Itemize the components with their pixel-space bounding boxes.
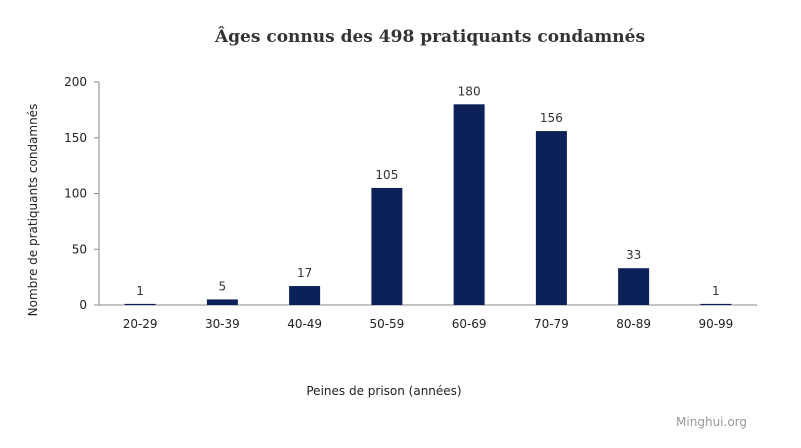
x-axis: 20-29 30-39 40-49 50-59 60-69 70-79 80-89 90-99 (99, 304, 757, 331)
x-tick-label-70-79: 70-79 (534, 317, 569, 331)
watermark-text: Minghui.org (676, 415, 747, 429)
x-tick-label-20-29: 20-29 (123, 317, 158, 331)
y-tick-label: 100 (64, 187, 87, 201)
y-tick-label: 50 (72, 242, 87, 256)
x-axis-label: Peines de prison (années) (306, 384, 461, 398)
bar-40-49 (289, 286, 321, 305)
y-tick-label: 200 (64, 75, 87, 89)
y-tick-label: 0 (79, 298, 87, 312)
x-tick-label-60-69: 60-69 (452, 317, 487, 331)
bar-20-29 (124, 303, 156, 305)
x-tick-label-50-59: 50-59 (369, 317, 404, 331)
bar-70-79 (535, 131, 567, 305)
data-label-20-29: 1 (136, 284, 144, 298)
data-label-60-69: 180 (458, 84, 481, 98)
bars-group: 1 5 17 105 180 156 33 1 (124, 84, 732, 305)
data-label-30-39: 5 (219, 279, 227, 293)
data-label-40-49: 17 (297, 266, 312, 280)
x-tick-label-40-49: 40-49 (287, 317, 322, 331)
y-axis: 0 50 100 150 200 (64, 75, 100, 312)
x-tick-label-80-89: 80-89 (616, 317, 651, 331)
bar-30-39 (206, 299, 238, 305)
data-label-50-59: 105 (375, 168, 398, 182)
x-tick-label-30-39: 30-39 (205, 317, 240, 331)
bar-50-59 (371, 187, 403, 305)
bar-90-99 (700, 303, 732, 305)
y-tick-label: 150 (64, 131, 87, 145)
data-label-80-89: 33 (626, 248, 641, 262)
y-axis-label: Nombre de pratiquants condamnés (26, 104, 40, 317)
x-tick-label-90-99: 90-99 (698, 317, 733, 331)
bar-60-69 (453, 104, 485, 305)
data-label-90-99: 1 (712, 284, 720, 298)
bar-80-89 (618, 268, 650, 305)
data-label-70-79: 156 (540, 111, 563, 125)
chart-title: Âges connus des 498 pratiquants condamné… (214, 26, 645, 47)
